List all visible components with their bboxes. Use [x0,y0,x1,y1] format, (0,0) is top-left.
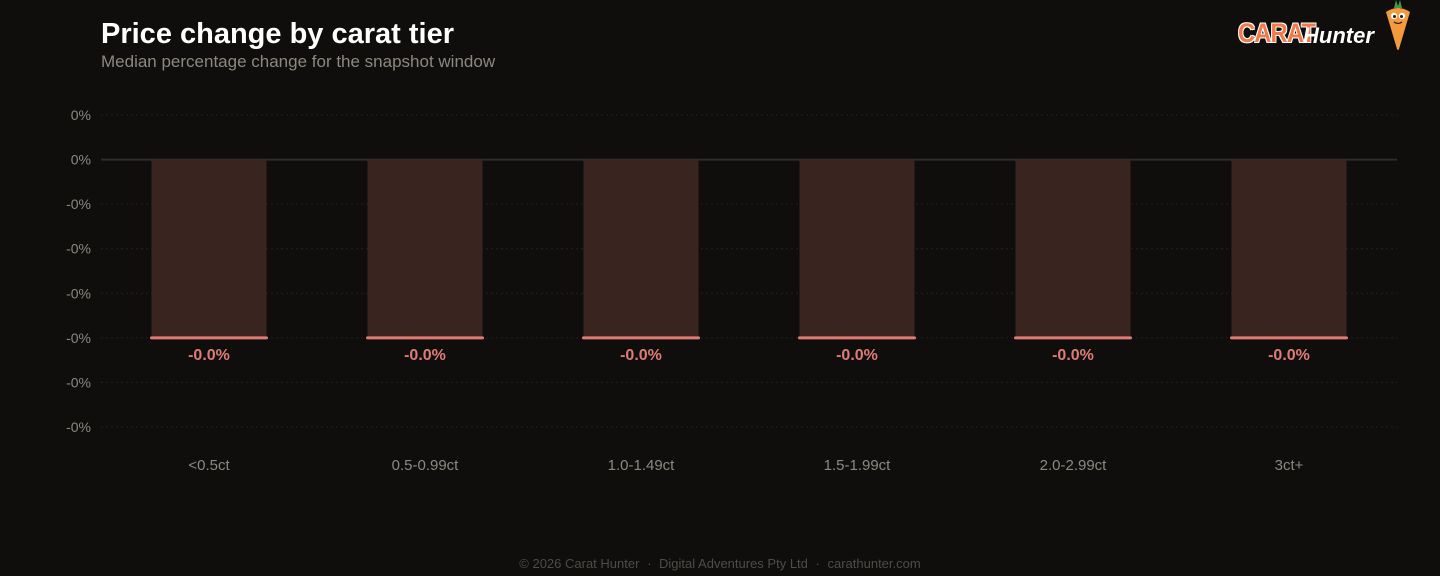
bar-value-label: -0.0% [1268,347,1310,364]
bar-value-label: -0.0% [1052,347,1094,364]
carat-hunter-logo[interactable]: CARAT Hunter [1236,0,1436,56]
footer: © 2026 Carat Hunter · Digital Adventures… [0,556,1440,571]
bar [1015,159,1131,338]
y-tick-label: -0% [66,330,91,346]
footer-site-link[interactable]: carathunter.com [827,556,921,571]
x-tick-label: 1.5-1.99ct [824,457,892,474]
bar-value-label: -0.0% [620,347,662,364]
bar [151,159,267,338]
bar-value-label: -0.0% [188,347,230,364]
x-tick-label: 0.5-0.99ct [392,457,460,474]
y-tick-label: 0% [71,152,91,168]
y-tick-label: -0% [66,196,91,212]
chart-subtitle: Median percentage change for the snapsho… [101,52,496,71]
x-tick-label: 1.0-1.49ct [608,457,676,474]
x-tick-label: <0.5ct [188,457,230,474]
y-tick-label: 0% [71,107,91,123]
x-tick-label: 2.0-2.99ct [1040,457,1108,474]
y-tick-label: -0% [66,374,91,390]
bar [1231,159,1347,338]
y-tick-label: -0% [66,241,91,257]
x-tick-label: 3ct+ [1275,457,1304,474]
bar-chart: 0% 0% -0% -0% -0% -0% -0% -0% -0.0% <0.5ct -0.0% 0.… [66,107,1397,474]
bar [583,159,699,338]
footer-copyright: © 2026 Carat Hunter [519,556,640,571]
footer-separator: · [815,556,820,571]
bar [799,159,915,338]
y-tick-label: -0% [66,285,91,301]
carrot-mascot-icon [1386,0,1410,50]
logo-wordmark-hunter: Hunter [1303,23,1374,48]
bar-value-label: -0.0% [836,347,878,364]
bar-value-label: -0.0% [404,347,446,364]
footer-company: Digital Adventures Pty Ltd [659,556,808,571]
logo-wordmark-carat: CARAT [1238,18,1316,48]
bar [367,159,483,338]
y-tick-label: -0% [66,419,91,435]
footer-separator: · [647,556,652,571]
chart-title: Price change by carat tier [101,18,454,50]
